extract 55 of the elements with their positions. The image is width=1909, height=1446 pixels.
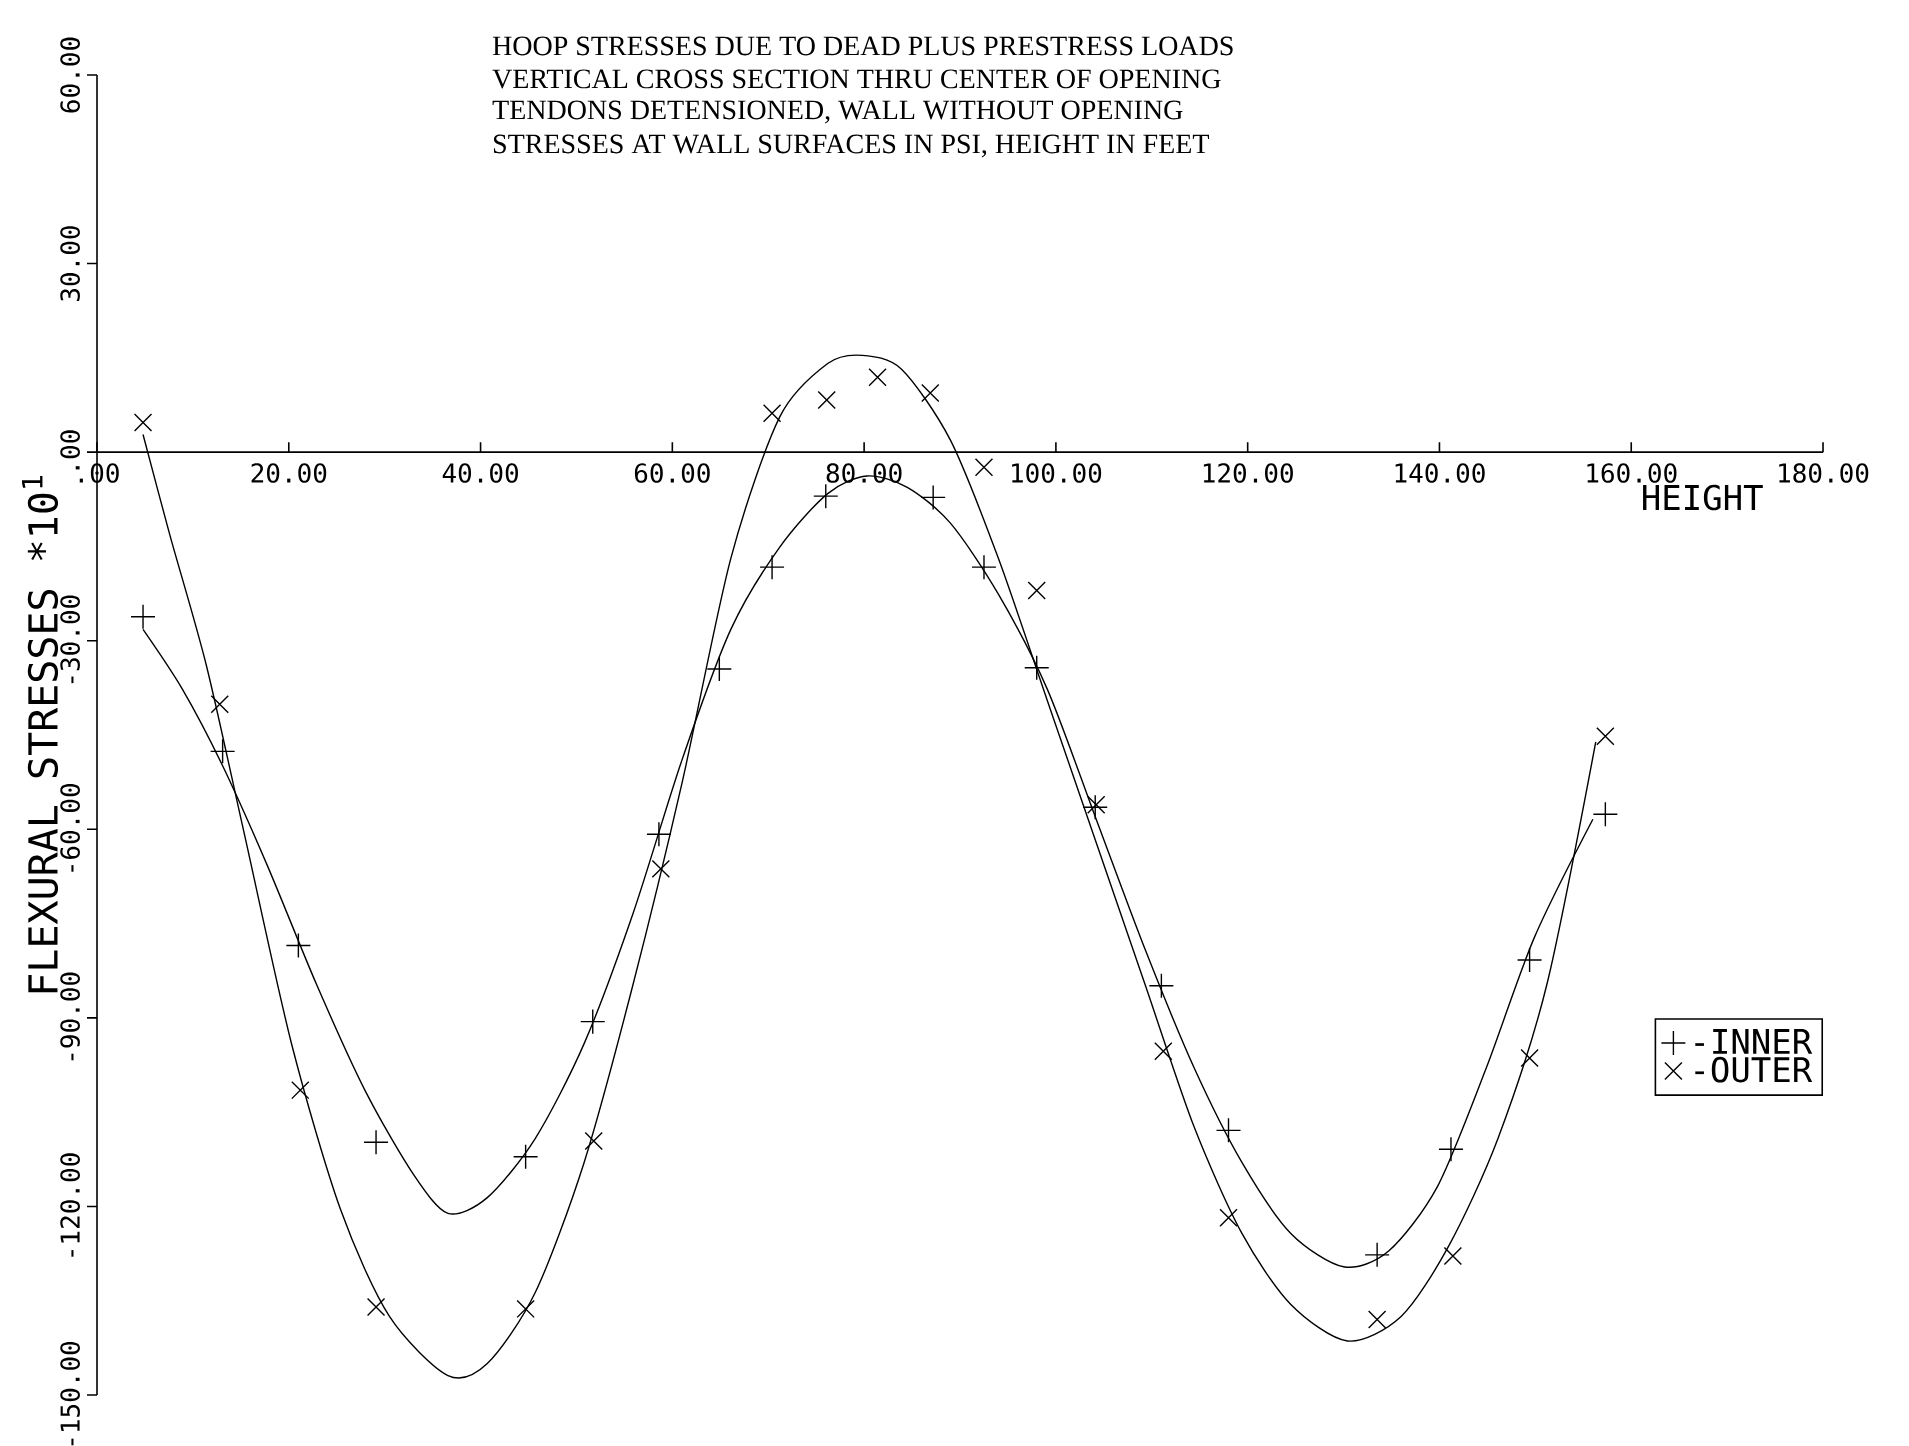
point (1086, 795, 1106, 814)
point (971, 555, 996, 580)
point (584, 1131, 603, 1151)
point (760, 555, 785, 580)
point (813, 484, 838, 509)
point (762, 403, 782, 423)
point (1517, 948, 1542, 973)
annotation: VERTICAL CROSS SECTION THRU CENTER OF OPENING (492, 69, 1221, 89)
y-tick-label: -60.00 (60, 784, 80, 872)
annotation: TENDONS DETENSIONED, WALL WITHOUT OPENING (492, 100, 1183, 124)
x-tick-label: 180.00 (1779, 463, 1869, 483)
point (366, 1297, 386, 1317)
x-tick-label: 160.00 (1587, 463, 1677, 483)
x-axis-title: HEIGHT (1643, 484, 1763, 511)
point (817, 390, 836, 410)
point (921, 485, 946, 510)
point (1438, 1137, 1463, 1162)
point (1027, 581, 1046, 600)
point (1520, 1048, 1539, 1068)
point (868, 368, 887, 387)
legend-label: -OUTER (1695, 1056, 1813, 1083)
x-tick-label: 100.00 (1012, 463, 1102, 483)
x-tick-label: 40.00 (442, 463, 518, 483)
chart-title: HOOP STRESSES DUE TO DEAD PLUS PRESTRESS LOADS (492, 36, 1233, 56)
point (974, 458, 994, 477)
point (1154, 1041, 1173, 1061)
point (364, 1130, 389, 1155)
y-tick-label: 60.00 (60, 37, 80, 113)
x-tick-label: 140.00 (1395, 463, 1485, 483)
point (921, 383, 940, 403)
annotation: STRESSES AT WALL SURFACES IN PSI, HEIGHT IN FEET (493, 134, 1210, 158)
x-tick-label: 80.00 (826, 463, 902, 483)
y-tick-label: 30.00 (60, 226, 80, 301)
point (133, 413, 153, 432)
point (1219, 1208, 1238, 1227)
x-tick-label: 20.00 (251, 463, 327, 483)
legend-label: -INNER (1695, 1029, 1813, 1054)
point (1367, 1310, 1387, 1329)
point (131, 604, 156, 629)
point (291, 1080, 310, 1100)
x-tick-label: 120.00 (1203, 463, 1293, 483)
point (1593, 802, 1618, 827)
y-axis-title: FLEXURAL STRESSES *10$^{1}$ (22, 476, 59, 993)
y-tick-label: -90.00 (60, 972, 80, 1061)
point (210, 695, 229, 714)
y-tick-label: -150.00 (60, 1341, 80, 1446)
point (1443, 1246, 1463, 1266)
point (646, 822, 671, 847)
y-tick-label: -30.00 (60, 595, 80, 684)
point (516, 1299, 535, 1319)
point (707, 656, 732, 681)
y-tick-label: -120.00 (60, 1153, 80, 1257)
x-tick-label: 60.00 (634, 463, 710, 483)
point (651, 859, 671, 879)
point (1365, 1242, 1390, 1267)
